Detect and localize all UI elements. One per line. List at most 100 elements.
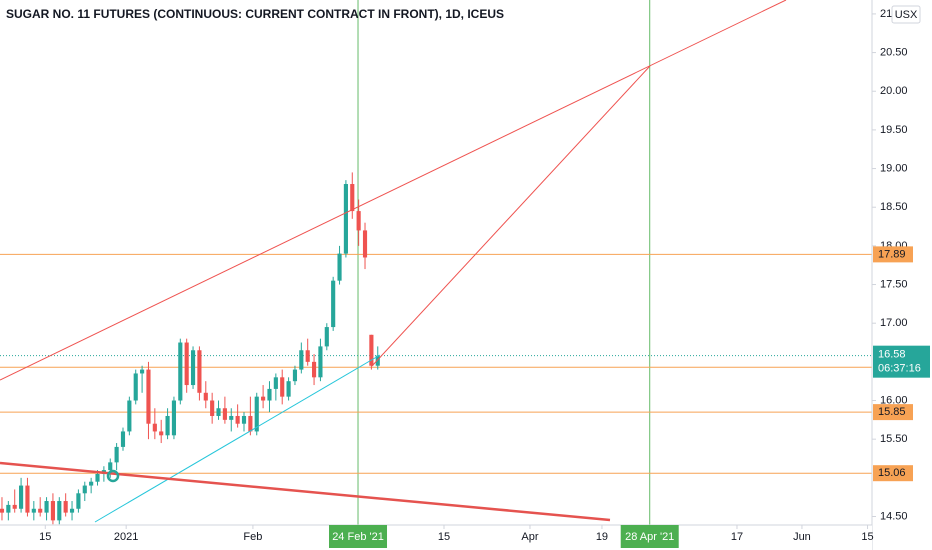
candle-body <box>203 392 208 401</box>
candle-body <box>222 408 227 420</box>
marker-label: 24 Feb '21 <box>332 531 384 543</box>
plot-area <box>0 0 872 525</box>
candle-body <box>267 388 272 401</box>
candle-body <box>318 346 323 378</box>
trend-line[interactable] <box>371 65 651 367</box>
candle-body <box>280 377 285 397</box>
candle-body <box>369 334 374 366</box>
candle-body <box>375 355 380 366</box>
candle-body <box>197 350 202 393</box>
y-tick-label: 18.50 <box>880 201 908 213</box>
y-tick-label: 17.00 <box>880 317 908 329</box>
candle-body <box>159 431 164 436</box>
time-axis <box>0 525 872 550</box>
candle-body <box>108 462 113 471</box>
marker-label-bg <box>620 525 679 548</box>
candle-body <box>152 423 157 432</box>
candle-body <box>95 473 100 482</box>
trend-line[interactable] <box>0 461 611 522</box>
last-price-bg <box>873 345 930 378</box>
currency-box[interactable] <box>891 5 921 24</box>
marker-label-bg <box>329 525 388 548</box>
x-tick-label: 19 <box>596 531 608 543</box>
y-tick-label: 20.00 <box>880 85 908 97</box>
candle-body <box>57 501 62 521</box>
y-tick-label: 15.50 <box>880 433 908 445</box>
countdown: 06:37:16 <box>878 363 921 375</box>
candle-body <box>178 342 183 401</box>
x-tick-label: 15 <box>861 531 873 543</box>
candle-body <box>273 377 278 389</box>
candle-body <box>356 211 361 231</box>
candle-body <box>0 508 5 513</box>
x-tick-label: Apr <box>521 531 538 543</box>
y-tick-label: 19.00 <box>880 162 908 174</box>
candle-body <box>12 504 17 509</box>
level-label: 15.85 <box>878 406 906 418</box>
candle-body <box>286 381 291 397</box>
candle-body <box>229 415 234 420</box>
candle-body <box>241 415 247 424</box>
trend-line[interactable] <box>94 354 381 523</box>
candle-body <box>299 350 304 370</box>
candle-body <box>210 400 215 416</box>
currency[interactable]: USX <box>895 9 918 21</box>
candle-body <box>248 415 253 432</box>
price-axis <box>872 0 932 550</box>
anchor-point[interactable] <box>106 469 120 483</box>
candle-body <box>69 508 75 513</box>
y-tick-label: 17.50 <box>880 278 908 290</box>
axes: 14.5015.5016.0017.0017.5018.0018.5019.00… <box>39 8 930 548</box>
candle-body <box>127 400 132 432</box>
y-tick-label: 14.50 <box>880 510 908 522</box>
y-tick-label: 19.50 <box>880 124 908 136</box>
level-label: 17.89 <box>878 248 906 260</box>
candle-body <box>6 504 11 513</box>
candle-body <box>63 501 68 513</box>
candle-body <box>76 493 81 509</box>
x-tick-label: Jun <box>793 531 811 543</box>
x-tick-label: 15 <box>438 531 450 543</box>
candle-body <box>305 350 310 362</box>
level-label-bg <box>873 465 913 482</box>
candle-body <box>184 342 189 386</box>
candle-body <box>114 446 119 463</box>
candle-body <box>235 415 240 424</box>
trend-line[interactable] <box>0 0 787 381</box>
candle-body <box>324 327 329 347</box>
level-label-bg <box>873 404 913 421</box>
candle-body <box>133 373 138 401</box>
candle-body <box>120 431 126 447</box>
chart-title: SUGAR NO. 11 FUTURES (CONTINUOUS: CURREN… <box>6 7 504 21</box>
x-tick-label: 17 <box>731 531 743 543</box>
candle-body <box>140 369 145 374</box>
candle-body <box>311 361 317 378</box>
marker-label: 28 Apr '21 <box>625 531 674 543</box>
candle-body <box>171 400 177 436</box>
candle-body <box>31 508 36 513</box>
candle-body <box>89 481 94 486</box>
candle-body <box>331 280 336 328</box>
y-tick-label: 16.00 <box>880 394 908 406</box>
candle-body <box>292 369 298 382</box>
candle-body <box>343 184 348 254</box>
candle-body <box>216 408 221 416</box>
candle-body <box>25 485 30 513</box>
y-tick-label: 20.50 <box>880 46 908 58</box>
x-tick-label: 15 <box>39 531 51 543</box>
candle-body <box>146 369 151 424</box>
level-label-bg <box>873 246 913 263</box>
candle-body <box>337 253 342 281</box>
candle-body <box>261 396 266 401</box>
candle-body <box>254 396 259 432</box>
candle-body <box>44 501 49 513</box>
level-label: 15.06 <box>878 467 906 479</box>
candle-body <box>82 485 87 494</box>
candle-body <box>50 501 55 521</box>
candle-body <box>350 184 355 212</box>
candle-body <box>165 415 170 436</box>
last-price-label: 16.58 <box>878 349 906 361</box>
